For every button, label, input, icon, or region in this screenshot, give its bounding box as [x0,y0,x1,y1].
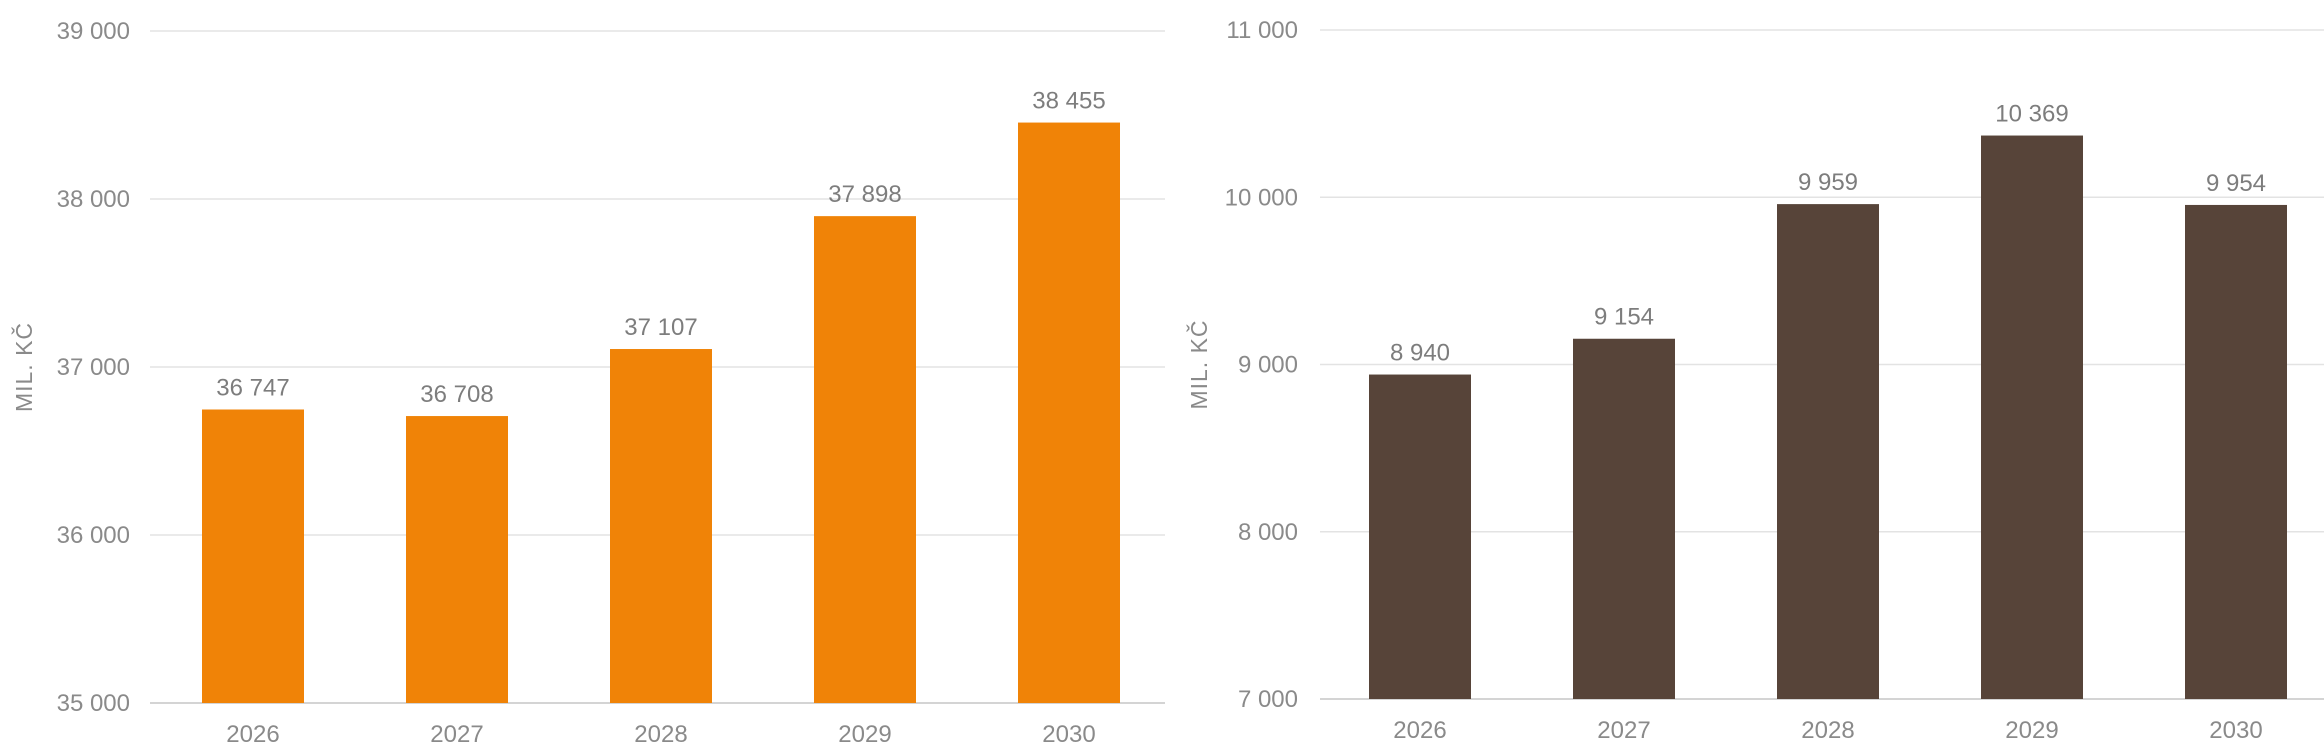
x-tick-label: 2027 [1597,717,1650,744]
bar-chart-2: 7 000 8 000 9 000 10 000 11 000 MIL. KČ 8 940 2… [1185,17,2324,744]
y-tick-label: 9 000 [1238,352,1298,379]
x-tick-label: 2028 [1801,717,1854,744]
y-tick-label: 8 000 [1238,519,1298,546]
data-label: 37 898 [828,181,901,208]
y-tick-label: 11 000 [1226,17,1298,44]
data-label: 37 107 [624,314,697,341]
bar-2028 [1777,204,1879,700]
y-tick-label: 38 000 [57,186,130,213]
data-label: 8 940 [1390,340,1450,367]
data-label: 36 708 [420,381,493,408]
bar-2027 [1573,338,1675,699]
bar-2029 [1981,135,2083,700]
y-tick-label: 10 000 [1225,184,1298,211]
bar-2030 [1018,122,1120,703]
x-tick-label: 2027 [430,721,483,748]
data-label: 9 154 [1594,304,1654,331]
y-tick-label: 36 000 [57,522,130,549]
bar-2027 [406,416,508,703]
y-tick-label: 37 000 [57,354,130,381]
x-tick-label: 2030 [1042,721,1095,748]
bar-2029 [814,216,916,704]
x-tick-label: 2028 [634,721,687,748]
x-tick-label: 2026 [1393,717,1446,744]
y-tick-label: 39 000 [57,18,130,45]
data-label: 38 455 [1032,88,1105,115]
data-label: 10 369 [1995,101,2068,128]
bar-2026 [1369,374,1471,699]
bar-2030 [2185,204,2287,700]
x-tick-label: 2029 [838,721,891,748]
y-axis-title: MIL. KČ [1185,319,1212,409]
data-label: 9 954 [2206,170,2266,197]
y-axis-title: MIL. KČ [10,322,37,412]
data-label: 36 747 [216,375,289,402]
y-tick-label: 35 000 [57,690,130,717]
y-tick-label: 7 000 [1238,686,1298,713]
x-tick-label: 2030 [2209,717,2262,744]
bar-2026 [202,409,304,703]
data-label: 9 959 [1798,169,1858,196]
x-tick-label: 2029 [2005,717,2058,744]
x-tick-label: 2026 [226,721,279,748]
bar-2028 [610,349,712,703]
bar-chart-1: 35 000 36 000 37 000 38 000 39 000 MIL. KČ 36 … [10,18,1165,748]
